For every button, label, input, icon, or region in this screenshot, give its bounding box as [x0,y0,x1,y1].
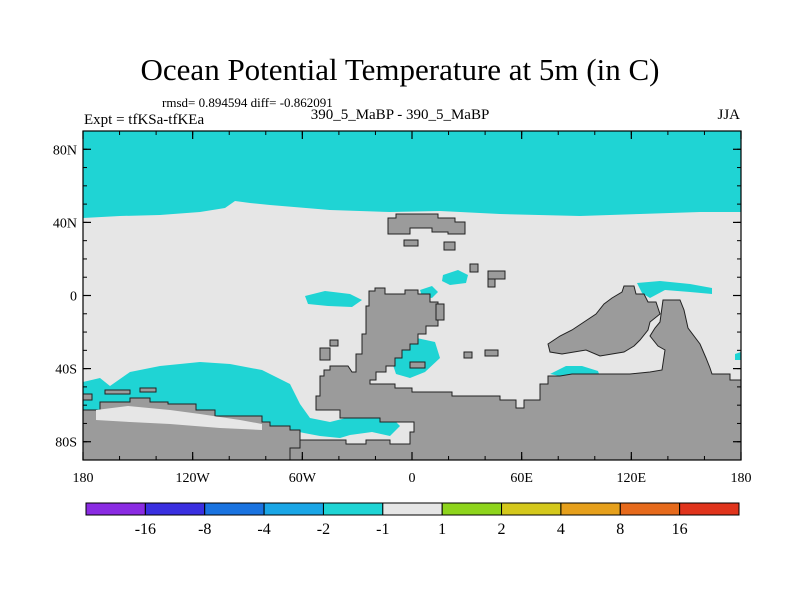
y-tick-label: 40N [53,216,77,231]
land-mask [435,303,445,321]
x-tick-label: 120W [176,471,211,486]
land-mask [463,351,473,359]
land-mask [487,278,496,288]
x-tick-label: 60E [510,471,533,486]
x-tick-label: 180 [73,471,94,486]
land-mask [139,387,157,393]
expt-label: Expt = tfKSa-tfKEa [84,112,205,128]
land-mask [469,263,479,273]
land-mask [289,287,742,461]
y-tick-label: 80S [55,436,77,451]
land-mask [403,239,419,247]
land-mask [487,270,506,280]
y-tick-label: 0 [70,290,77,305]
land-mask [484,349,499,357]
land-mask [443,241,456,251]
cool-anomaly-north [83,131,741,218]
stats-text: rmsd= 0.894594 diff= -0.862091 [162,95,333,110]
experiment-diff-label: 390_5_MaBP - 390_5_MaBP [310,107,490,123]
cool-anomaly-patch [442,270,468,285]
x-tick-label: 60W [289,471,317,486]
y-tick-label: 40S [55,363,77,378]
cool-anomaly-patch [305,291,362,307]
neutral-ocean-patch [96,406,262,430]
land-mask [387,213,466,235]
land-mask [82,393,93,401]
cool-anomaly-patch [637,281,712,298]
land-mask [104,389,131,395]
land-mask [547,285,661,357]
x-tick-label: 180 [731,471,752,486]
y-tick-label: 80N [53,143,77,158]
land-mask [319,347,331,361]
season-label: JJA [717,107,740,123]
land-mask [329,339,339,347]
land-mask [409,361,426,369]
cool-anomaly-patch [735,352,741,360]
x-tick-label: 0 [409,471,416,486]
plot-title: Ocean Potential Temperature at 5m (in C) [140,52,660,87]
x-tick-label: 120E [617,471,647,486]
